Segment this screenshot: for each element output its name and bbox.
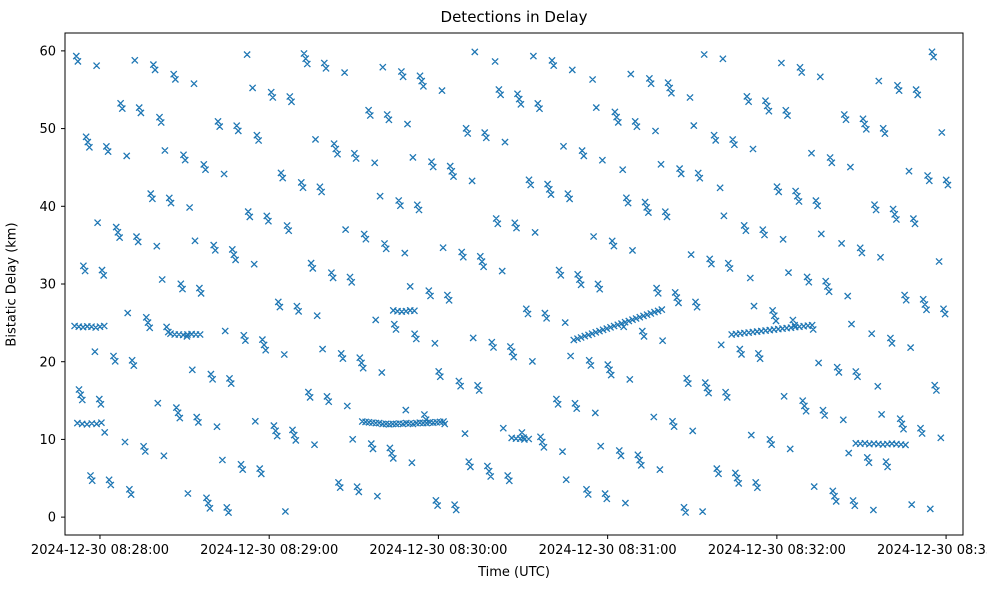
- y-axis-title: Bistatic Delay (km): [4, 222, 20, 347]
- x-tick-label: 2024-12-30 08:30:00: [369, 543, 507, 558]
- chart-title: Detections in Delay: [440, 8, 588, 26]
- x-axis-title: Time (UTC): [478, 565, 550, 580]
- x-tick-label: 2024-12-30 08:31:00: [539, 543, 677, 558]
- background-markers: [72, 48, 952, 517]
- y-tick-label: 0: [48, 511, 56, 526]
- track-markers: [71, 306, 910, 449]
- x-tick-label: 2024-12-30 08:29:00: [200, 543, 338, 558]
- x-tick-label: 2024-12-30 08:33:00: [877, 543, 987, 558]
- y-tick-label: 60: [39, 44, 56, 59]
- y-tick-label: 10: [39, 433, 56, 448]
- y-tick-label: 40: [39, 200, 56, 215]
- y-tick-label: 50: [39, 122, 56, 137]
- x-tick-label: 2024-12-30 08:28:00: [31, 543, 169, 558]
- x-tick-label: 2024-12-30 08:32:00: [708, 543, 846, 558]
- y-tick-label: 30: [39, 278, 56, 293]
- y-tick-label: 20: [39, 355, 56, 370]
